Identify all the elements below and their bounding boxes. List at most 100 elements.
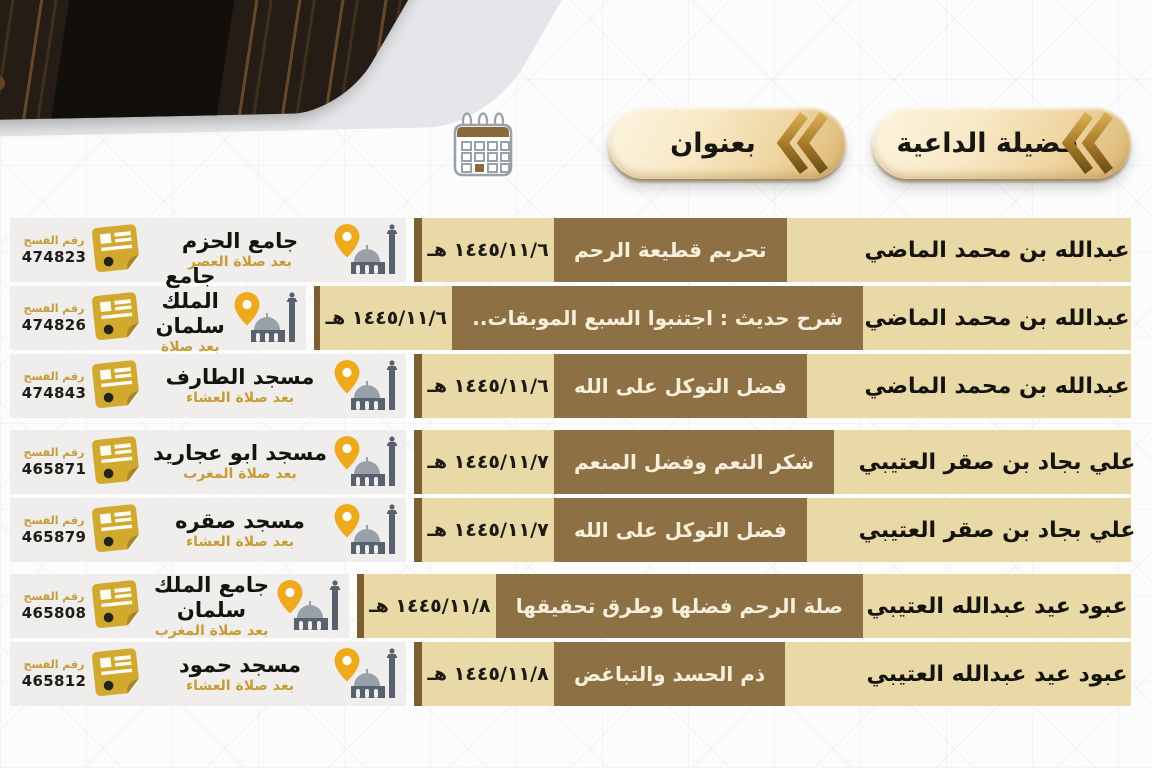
row-spacer <box>785 642 863 706</box>
lecture-title: صلة الرحم فضلها وطرق تحقيقها <box>495 574 863 638</box>
mosque-name: جامع الملك سلمان <box>155 264 225 338</box>
venue-cell: رقم الفسح 474823 جامع الحزم بعد صلاة الع… <box>10 218 406 282</box>
permit-block: رقم الفسح 465871 <box>22 446 86 479</box>
mosque-name: مسجد الطارف <box>165 365 315 390</box>
column-header-title-label: بعنوان <box>670 127 756 159</box>
mosque-info: مسجد حمود بعد صلاة العشاء <box>148 653 328 694</box>
lecture-cell: ١٤٤٥/١١/٧ هـ شكر النعم وفضل المنعم علي ب… <box>422 430 1136 494</box>
row-accent-stripe <box>414 498 422 562</box>
column-header-title: بعنوان <box>608 107 846 179</box>
hijri-date: ١٤٤٥/١١/٦ هـ <box>325 307 447 329</box>
row-accent-stripe <box>414 642 422 706</box>
permit-number-value: 465879 <box>21 527 87 546</box>
preacher-name: علي بجاد بن صقر العتيبي <box>858 449 1136 475</box>
column-header-preacher: فضيلة الداعية <box>872 107 1131 179</box>
hijri-date: ١٤٤٥/١١/٧ هـ <box>427 519 549 541</box>
prayer-time: بعد صلاة العشاء <box>185 390 295 407</box>
venue-cell: رقم الفسح 465871 مسجد ابو عجاريد بعد صلا… <box>10 430 406 494</box>
document-icon <box>89 643 147 704</box>
permit-number-label: رقم الفسح <box>23 369 85 383</box>
document-icon <box>89 499 147 560</box>
row-spacer <box>807 498 863 562</box>
permit-number-label: رقم الفسح <box>23 657 85 671</box>
lecture-title: فضل التوكل على الله <box>554 354 807 418</box>
mosque-name: جامع الملك سلمان <box>153 572 269 622</box>
double-chevron-left-icon <box>776 112 834 178</box>
preacher-name: عبدالله بن محمد الماضي <box>864 305 1130 331</box>
document-icon <box>89 431 147 492</box>
row-spacer <box>787 218 863 282</box>
mosque-name: مسجد ابو عجاريد <box>153 441 327 466</box>
permit-number-label: رقم الفسح <box>23 301 85 315</box>
mosque-location-icon <box>271 578 349 634</box>
row-accent-stripe <box>314 286 321 350</box>
lecture-cell: ١٤٤٥/١١/٧ هـ فضل التوكل على الله علي بجا… <box>422 498 1136 562</box>
mosque-info: جامع الحزم بعد صلاة العصر <box>148 229 328 270</box>
lecture-row: رقم الفسح 474826 جامع الملك سلمان بعد صل… <box>10 264 1131 371</box>
document-icon <box>89 219 147 280</box>
permit-number-value: 474826 <box>21 315 87 334</box>
document-icon <box>89 575 147 636</box>
prayer-time: بعد صلاة المغرب <box>154 622 269 639</box>
prayer-time: بعد صلاة المغرب <box>183 466 297 483</box>
lecture-cell: ١٤٤٥/١١/٦ هـ فضل التوكل على الله عبدالله… <box>422 354 1131 418</box>
preacher-name: عبدالله بن محمد الماضي <box>864 237 1130 263</box>
permit-block: رقم الفسح 474826 <box>22 302 86 335</box>
lecture-title: شرح حديث : اجتنبوا السبع الموبقات.. <box>452 286 863 350</box>
permit-number-label: رقم الفسح <box>23 513 85 527</box>
double-chevron-left-icon <box>1061 112 1119 178</box>
row-accent-stripe <box>414 430 422 494</box>
calendar-icon <box>451 110 515 184</box>
venue-cell: رقم الفسح 474826 جامع الملك سلمان بعد صل… <box>10 264 307 371</box>
mosque-name: مسجد حمود <box>178 653 302 678</box>
lecture-title: فضل التوكل على الله <box>554 498 807 562</box>
lecture-cell: ١٤٤٥/١١/٨ هـ صلة الرحم فضلها وطرق تحقيقه… <box>363 574 1131 638</box>
preacher-name: عبدالله بن محمد الماضي <box>864 373 1130 399</box>
lecture-title: شكر النعم وفضل المنعم <box>554 430 835 494</box>
lecture-row: رقم الفسح 465808 جامع الملك سلمان بعد صل… <box>10 573 1131 639</box>
permit-number-value: 465808 <box>21 603 87 622</box>
hijri-date: ١٤٤٥/١١/٨ هـ <box>369 595 491 617</box>
prayer-time: بعد صلاة العشاء <box>185 534 295 551</box>
preacher-name: علي بجاد بن صقر العتيبي <box>858 517 1136 543</box>
preacher-name: عبود عيد عبدالله العتيبي <box>866 661 1128 687</box>
row-accent-stripe <box>356 574 364 638</box>
prayer-time: بعد صلاة العصر <box>188 254 292 271</box>
permit-block: رقم الفسح 474843 <box>22 370 86 403</box>
document-icon <box>89 355 147 416</box>
lecture-cell: ١٤٤٥/١١/٦ هـ تحريم قطيعة الرحم عبدالله ب… <box>422 218 1131 282</box>
venue-cell: رقم الفسح 465808 جامع الملك سلمان بعد صل… <box>10 573 349 639</box>
permit-block: رقم الفسح 465808 <box>22 590 86 623</box>
lecture-row: رقم الفسح 474823 جامع الحزم بعد صلاة الع… <box>10 218 1131 282</box>
mosque-location-icon <box>328 222 406 278</box>
permit-number-value: 474823 <box>21 247 87 266</box>
permit-block: رقم الفسح 474823 <box>22 234 86 267</box>
permit-block: رقم الفسح 465879 <box>22 514 86 547</box>
permit-number-label: رقم الفسح <box>23 233 85 247</box>
permit-number-value: 465871 <box>21 459 87 478</box>
mosque-info: جامع الملك سلمان بعد صلاة المغرب <box>148 573 271 639</box>
hijri-date: ١٤٤٥/١١/٨ هـ <box>427 663 549 685</box>
lecture-row: رقم الفسح 474843 مسجد الطارف بعد صلاة ال… <box>10 354 1131 418</box>
lectures-table: رقم الفسح 474823 جامع الحزم بعد صلاة الع… <box>10 218 1136 710</box>
permit-number-value: 474843 <box>21 383 87 402</box>
mosque-location-icon <box>328 646 406 702</box>
mosque-info: مسجد صقره بعد صلاة العشاء <box>148 509 328 550</box>
permit-number-label: رقم الفسح <box>23 589 85 603</box>
lecture-row: رقم الفسح 465871 مسجد ابو عجاريد بعد صلا… <box>10 430 1136 494</box>
mosque-info: مسجد الطارف بعد صلاة العشاء <box>148 365 328 406</box>
column-header-preacher-label: فضيلة الداعية <box>896 127 1079 159</box>
prayer-time: بعد صلاة العشاء <box>185 678 295 695</box>
lecture-title: ذم الحسد والتباغض <box>554 642 786 706</box>
lecture-cell: ١٤٤٥/١١/٦ هـ شرح حديث : اجتنبوا السبع ال… <box>320 286 1131 350</box>
preacher-name: عبود عيد عبدالله العتيبي <box>866 593 1128 619</box>
row-spacer <box>807 354 863 418</box>
mosque-location-icon <box>328 502 406 558</box>
mosque-name: مسجد صقره <box>175 509 305 534</box>
row-accent-stripe <box>414 218 422 282</box>
lecture-title: تحريم قطيعة الرحم <box>554 218 787 282</box>
hijri-date: ١٤٤٥/١١/٦ هـ <box>427 375 549 397</box>
hijri-date: ١٤٤٥/١١/٧ هـ <box>427 451 549 473</box>
mosque-location-icon <box>328 358 406 414</box>
venue-cell: رقم الفسح 465812 مسجد حمود بعد صلاة العش… <box>10 642 406 706</box>
